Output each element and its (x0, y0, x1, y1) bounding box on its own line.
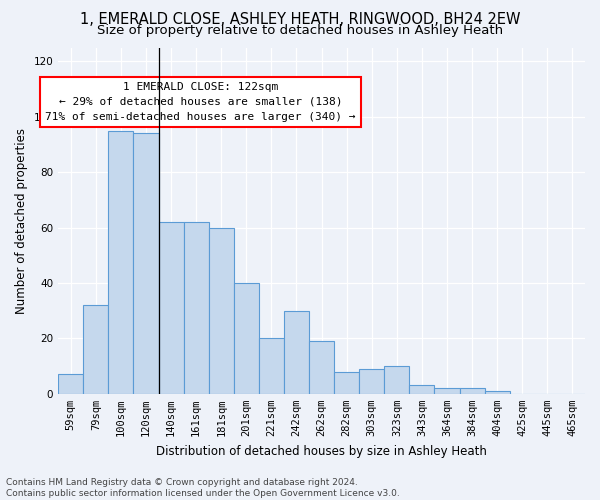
Bar (434, 388, 460, 394)
Bar (209, 228, 234, 394)
Bar (385, 366, 409, 394)
Bar (184, 222, 209, 394)
Y-axis label: Number of detached properties: Number of detached properties (15, 128, 28, 314)
Bar (83, 305, 109, 394)
Bar (334, 372, 359, 394)
Bar (158, 222, 184, 394)
Bar (309, 341, 334, 394)
Bar (234, 283, 259, 394)
Bar (485, 391, 510, 394)
X-axis label: Distribution of detached houses by size in Ashley Heath: Distribution of detached houses by size … (156, 444, 487, 458)
Bar (109, 130, 133, 394)
Text: 1, EMERALD CLOSE, ASHLEY HEATH, RINGWOOD, BH24 2EW: 1, EMERALD CLOSE, ASHLEY HEATH, RINGWOOD… (80, 12, 520, 28)
Bar (133, 134, 158, 394)
Bar (284, 310, 309, 394)
Bar (58, 374, 83, 394)
Bar (259, 338, 284, 394)
Text: Size of property relative to detached houses in Ashley Heath: Size of property relative to detached ho… (97, 24, 503, 37)
Text: Contains HM Land Registry data © Crown copyright and database right 2024.
Contai: Contains HM Land Registry data © Crown c… (6, 478, 400, 498)
Bar (409, 386, 434, 394)
Text: 1 EMERALD CLOSE: 122sqm
← 29% of detached houses are smaller (138)
71% of semi-d: 1 EMERALD CLOSE: 122sqm ← 29% of detache… (45, 82, 356, 122)
Bar (359, 369, 385, 394)
Bar (460, 388, 485, 394)
